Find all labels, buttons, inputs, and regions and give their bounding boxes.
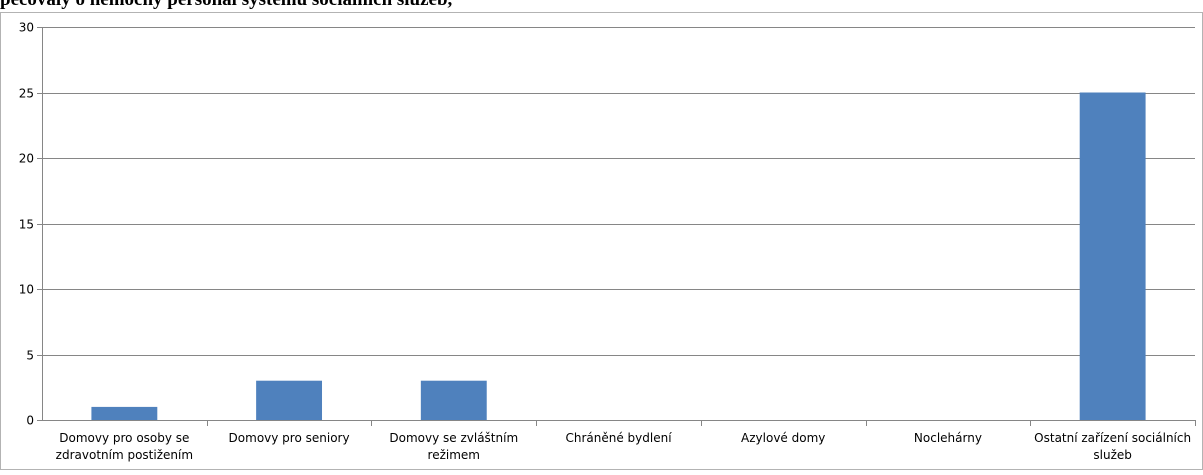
bars [91,92,1146,420]
y-tick-label: 20 [19,152,34,166]
bar [91,406,158,420]
x-tick-labels: Domovy pro osoby se zdravotním postižením… [56,431,1191,462]
bar [420,380,487,420]
x-tick-label: Domovy pro osoby se zdravotním postižením [56,431,193,462]
y-tick-label: 0 [26,414,34,428]
x-tick-label: Azylové domy [741,431,825,445]
y-tick-labels: 0 5 10 15 20 25 30 [19,21,34,428]
bar [1079,92,1146,420]
y-tick-label: 10 [19,283,34,297]
axes [37,27,1196,426]
x-tick-label: Domovy pro seniory [229,431,350,445]
y-tick-label: 5 [26,349,34,363]
bar [256,380,323,420]
x-tick-label: Ostatní zařízení sociálních služeb [1034,431,1191,462]
gridlines [42,27,1195,421]
x-tick-label: Chráněné bydlení [565,431,672,445]
chart-heading: pečovaly o nemocný personál systému soci… [0,0,1203,12]
x-tick-label: Noclehárny [914,431,982,445]
y-tick-label: 30 [19,21,34,35]
y-tick-label: 15 [19,218,34,232]
chart-border [0,12,1203,470]
x-tick-label: Domovy se zvláštním režimem [389,431,518,462]
y-tick-label: 25 [19,87,34,101]
